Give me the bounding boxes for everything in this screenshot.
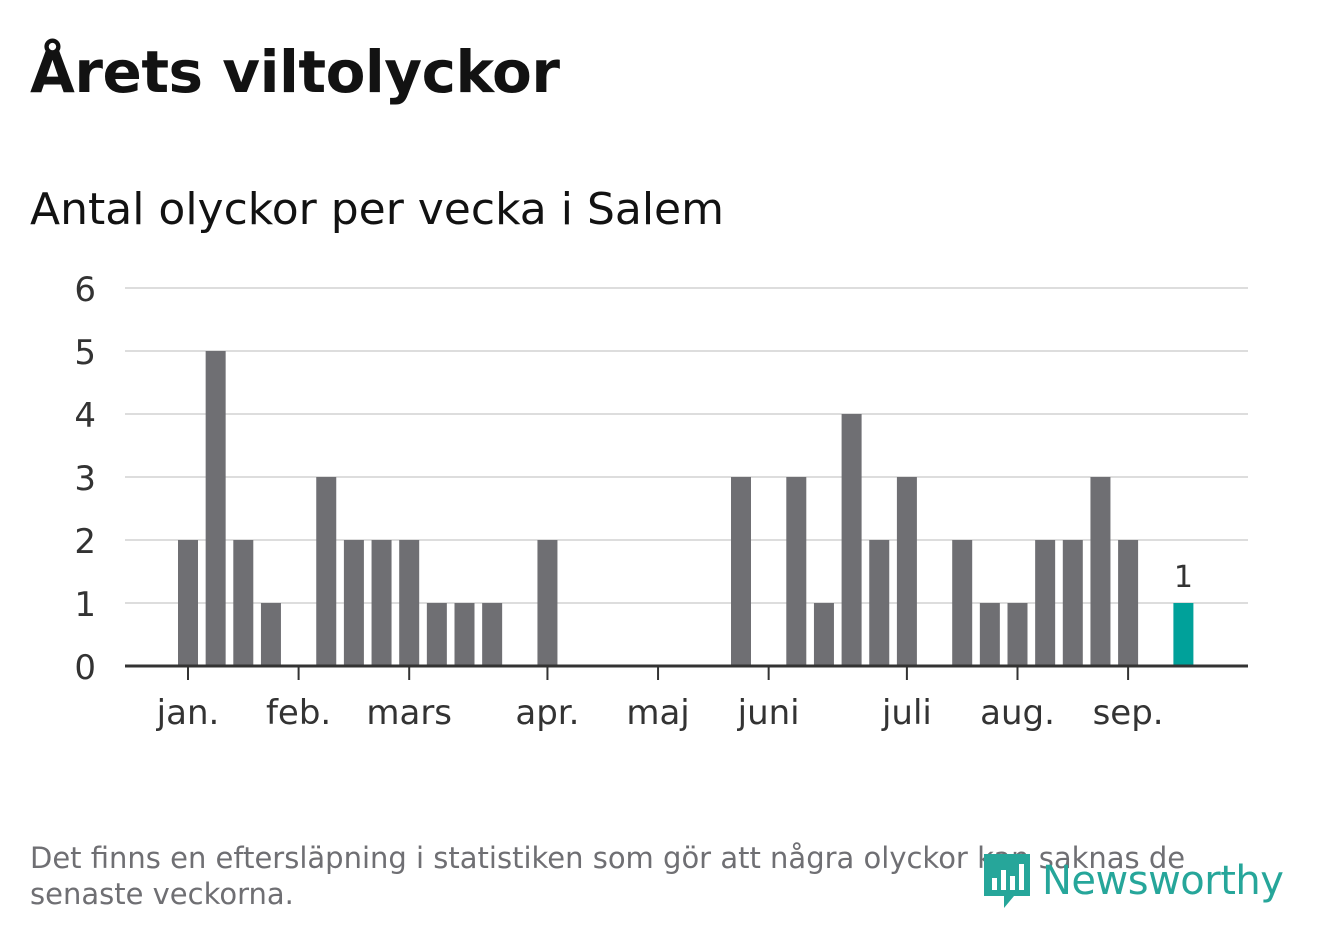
x-tick-label: apr. — [515, 693, 579, 733]
bar — [537, 540, 558, 666]
bar — [482, 603, 503, 666]
bar — [1118, 540, 1139, 666]
bar — [952, 540, 973, 666]
bar — [205, 351, 226, 666]
bar — [869, 540, 890, 666]
bar — [426, 603, 447, 666]
bar — [371, 540, 392, 666]
newsworthy-logo-icon — [984, 854, 1030, 908]
bar — [813, 603, 834, 666]
x-tick-label: juni — [737, 693, 800, 733]
bar — [841, 414, 862, 666]
chart-title: Årets viltolyckor — [30, 38, 560, 106]
data-label: 1 — [1174, 560, 1193, 595]
y-tick-label: 5 — [74, 333, 96, 373]
x-tick-label: aug. — [980, 693, 1055, 733]
bar-chart: 0 1 2 3 4 5 6 1 jan. feb. mars apr. maj juni juli aug. s… — [74, 270, 1248, 733]
y-tick-label: 4 — [74, 396, 96, 436]
bar — [731, 477, 751, 666]
y-tick-label: 2 — [74, 522, 96, 562]
bar — [399, 540, 420, 666]
bar — [454, 603, 475, 666]
bar — [979, 603, 1000, 666]
y-tick-label: 0 — [74, 648, 96, 688]
x-tick-label: mars — [366, 693, 452, 733]
x-tick-label: sep. — [1093, 693, 1164, 733]
newsworthy-logo: Newsworthy — [980, 850, 1284, 912]
chart-subtitle: Antal olyckor per vecka i Salem — [30, 184, 724, 235]
x-tick-label: juli — [881, 693, 932, 733]
bar — [233, 540, 254, 666]
x-tick-label: maj — [626, 693, 689, 733]
bar — [178, 540, 198, 666]
bar — [260, 603, 281, 666]
bar — [1007, 603, 1028, 666]
bar-highlight — [1173, 603, 1194, 666]
x-tick-label: feb. — [266, 693, 331, 733]
bar — [1062, 540, 1083, 666]
bar — [786, 477, 807, 666]
y-tick-label: 6 — [74, 270, 96, 310]
bar — [1090, 477, 1111, 666]
y-tick-label: 1 — [74, 585, 96, 625]
bar — [896, 477, 917, 666]
brand-name: Newsworthy — [1042, 858, 1284, 904]
x-tick-label: jan. — [156, 693, 220, 733]
bar — [316, 477, 337, 666]
y-tick-label: 3 — [74, 459, 96, 499]
bar — [343, 540, 364, 666]
bar — [1035, 540, 1056, 666]
